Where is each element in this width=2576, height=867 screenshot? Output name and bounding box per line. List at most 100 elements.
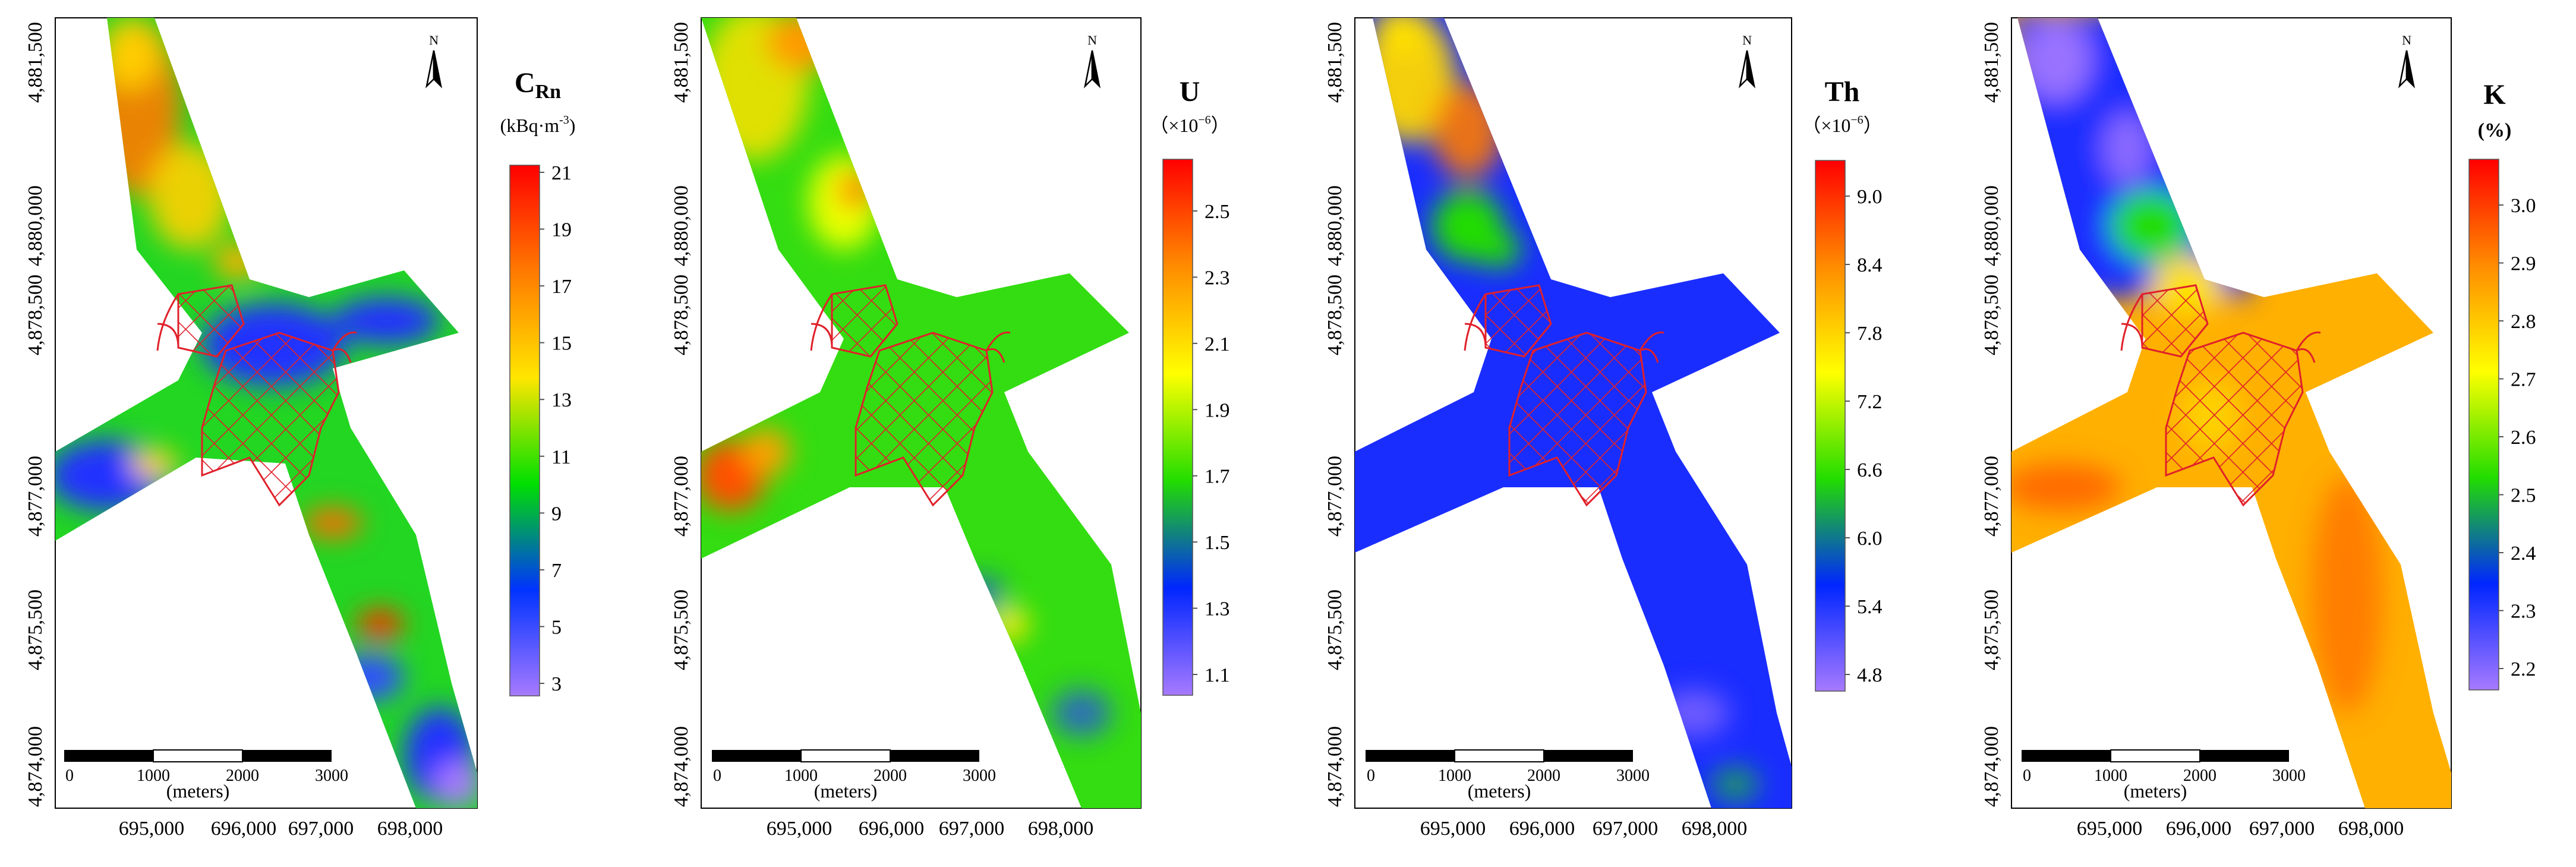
map-frame-th bbox=[1354, 17, 1792, 809]
y-axis-rn: 4,874,000 4,875,500 4,877,000 4,878,500 … bbox=[24, 22, 46, 807]
svg-text:4,874,000: 4,874,000 bbox=[1981, 726, 2003, 807]
legend-tick-label: 1.5 bbox=[1205, 532, 1230, 554]
svg-text:4,874,000: 4,874,000 bbox=[1324, 726, 1346, 807]
y-tick-label: 4,877,000 bbox=[1981, 456, 2003, 537]
svg-text:4,877,000: 4,877,000 bbox=[24, 456, 46, 537]
x-tick-label: 696,000 bbox=[859, 818, 925, 840]
north-label: N bbox=[429, 33, 439, 48]
legend-k: K (%) 3.0 2.9 2.8 2.7 2.6 2.5 2.4 2.3 2.2 bbox=[2468, 79, 2536, 691]
north-arrow-th: N bbox=[1738, 33, 1756, 89]
svg-text:4,877,000: 4,877,000 bbox=[1324, 456, 1346, 537]
legend-tick-label: 2.3 bbox=[2511, 601, 2536, 623]
hatched-zone-large-u bbox=[855, 331, 1011, 507]
x-tick-label: 698,000 bbox=[377, 818, 443, 840]
x-tick-label: 697,000 bbox=[2249, 818, 2315, 840]
legend-title: U bbox=[1180, 76, 1200, 108]
y-tick-label: 4,877,000 bbox=[24, 456, 46, 537]
legend-unit: （×10−6） bbox=[1149, 114, 1229, 136]
legend-tick-label: 2.8 bbox=[2511, 311, 2536, 333]
y-tick-label: 4,878,500 bbox=[670, 275, 692, 355]
legend-th: Th （×10−6） 9.0 8.4 7.8 7.2 6.6 6.0 5.4 4.8 bbox=[1802, 76, 1883, 692]
svg-text:4,878,500: 4,878,500 bbox=[670, 275, 692, 355]
legend-colorbar bbox=[1815, 160, 1846, 692]
x-tick-label: 695,000 bbox=[1420, 818, 1486, 840]
legend-tick-label: 4.8 bbox=[1857, 664, 1883, 686]
y-tick-label: 4,880,000 bbox=[670, 185, 692, 266]
svg-text:4,875,500: 4,875,500 bbox=[1324, 589, 1346, 670]
svg-text:4,881,500: 4,881,500 bbox=[24, 22, 46, 103]
panel-k: 4,874,000 4,875,500 4,877,000 4,878,500 … bbox=[1981, 17, 2536, 840]
hatched-zone-large-rn bbox=[201, 331, 357, 507]
legend-tick-label: 6.6 bbox=[1857, 459, 1883, 481]
y-tick-label: 4,874,000 bbox=[1324, 726, 1346, 807]
legend-tick-label: 8.4 bbox=[1857, 254, 1883, 276]
scale-bar-rn: 0 1000 2000 3000 (meters) bbox=[64, 749, 348, 802]
legend-rn: CRn (kBq·m-3) 21 19 17 15 13 11 9 7 5 3 bbox=[500, 67, 576, 696]
scale-tick: 0 bbox=[1367, 767, 1375, 785]
legend-tick-label: 3.0 bbox=[2511, 195, 2536, 217]
legend-tick-label: 1.7 bbox=[1205, 466, 1230, 488]
svg-text:4,875,500: 4,875,500 bbox=[24, 589, 46, 670]
x-tick-label: 695,000 bbox=[119, 818, 185, 840]
legend-tick-label: 6.0 bbox=[1857, 528, 1883, 550]
legend-u: U （×10−6） 2.5 2.3 2.1 1.9 1.7 1.5 1.3 1.1 bbox=[1149, 76, 1230, 696]
x-tick-label: 698,000 bbox=[2338, 818, 2404, 840]
svg-text:4,878,500: 4,878,500 bbox=[1981, 275, 2003, 355]
x-tick-label: 696,000 bbox=[1509, 818, 1575, 840]
scale-tick: 0 bbox=[2023, 767, 2031, 785]
scale-tick: 2000 bbox=[226, 767, 259, 785]
scale-tick: 3000 bbox=[2272, 767, 2306, 785]
legend-tick-label: 7.2 bbox=[1857, 391, 1883, 413]
y-tick-label: 4,874,000 bbox=[1981, 726, 2003, 807]
y-tick-label: 4,880,000 bbox=[24, 185, 46, 266]
legend-tick-label: 2.1 bbox=[1205, 333, 1230, 355]
scale-tick: 1000 bbox=[1438, 767, 1471, 785]
scale-tick: 0 bbox=[713, 767, 721, 785]
hatched-zone-large-th bbox=[1508, 331, 1664, 507]
y-tick-label: 4,878,500 bbox=[24, 275, 46, 355]
legend-ticks: 21 19 17 15 13 11 9 7 5 3 bbox=[540, 162, 572, 695]
legend-unit: （×10−6） bbox=[1802, 114, 1882, 136]
x-tick-label: 696,000 bbox=[2166, 818, 2232, 840]
legend-unit: (kBq·m-3) bbox=[500, 114, 576, 136]
svg-text:4,874,000: 4,874,000 bbox=[24, 726, 46, 807]
scale-unit: (meters) bbox=[814, 780, 878, 802]
scale-bar-u: 0 1000 2000 3000 (meters) bbox=[712, 749, 996, 802]
north-arrow-rn: N bbox=[425, 33, 443, 89]
scale-tick: 3000 bbox=[963, 767, 996, 785]
legend-tick-label: 7.8 bbox=[1857, 323, 1883, 345]
north-arrow-u: N bbox=[1083, 33, 1101, 89]
panel-rn: 4,874,000 4,875,500 4,877,000 4,878,500 … bbox=[24, 17, 576, 840]
map-frame-rn bbox=[55, 17, 478, 809]
scale-bar-k: 0 1000 2000 3000 (meters) bbox=[2022, 749, 2306, 802]
scale-unit: (meters) bbox=[166, 780, 230, 802]
legend-title: Th bbox=[1825, 76, 1860, 108]
legend-tick-label: 13 bbox=[551, 389, 572, 411]
svg-text:4,880,000: 4,880,000 bbox=[24, 185, 46, 266]
scale-tick: 3000 bbox=[315, 767, 348, 785]
panel-th: 4,874,000 4,875,500 4,877,000 4,878,500 … bbox=[1324, 17, 1883, 840]
map-frame-k bbox=[2011, 17, 2452, 809]
legend-title: K bbox=[2483, 79, 2505, 111]
scale-tick: 2000 bbox=[1527, 767, 1560, 785]
map-frame-u bbox=[701, 17, 1142, 809]
y-tick-label: 4,880,000 bbox=[1981, 185, 2003, 266]
legend-tick-label: 5 bbox=[551, 616, 562, 638]
legend-ticks: 9.0 8.4 7.8 7.2 6.6 6.0 5.4 4.8 bbox=[1845, 186, 1883, 686]
svg-text:4,881,500: 4,881,500 bbox=[1981, 22, 2003, 103]
y-tick-label: 4,878,500 bbox=[1981, 275, 2003, 355]
legend-colorbar bbox=[2468, 159, 2499, 691]
y-axis-th: 4,874,000 4,875,500 4,877,000 4,878,500 … bbox=[1324, 22, 1346, 807]
scale-tick: 3000 bbox=[1616, 767, 1650, 785]
legend-tick-label: 19 bbox=[551, 219, 572, 241]
hatched-zone-large-k bbox=[2165, 331, 2321, 507]
y-tick-label: 4,881,500 bbox=[24, 22, 46, 103]
svg-text:4,877,000: 4,877,000 bbox=[670, 456, 692, 537]
x-tick-label: 697,000 bbox=[288, 818, 354, 840]
scale-bar-th: 0 1000 2000 3000 (meters) bbox=[1366, 749, 1650, 802]
x-tick-label: 697,000 bbox=[939, 818, 1005, 840]
y-axis-u: 4,874,000 4,875,500 4,877,000 4,878,500 … bbox=[670, 22, 692, 807]
hatched-zone-small-u bbox=[810, 284, 898, 358]
scale-tick: 1000 bbox=[784, 767, 818, 785]
